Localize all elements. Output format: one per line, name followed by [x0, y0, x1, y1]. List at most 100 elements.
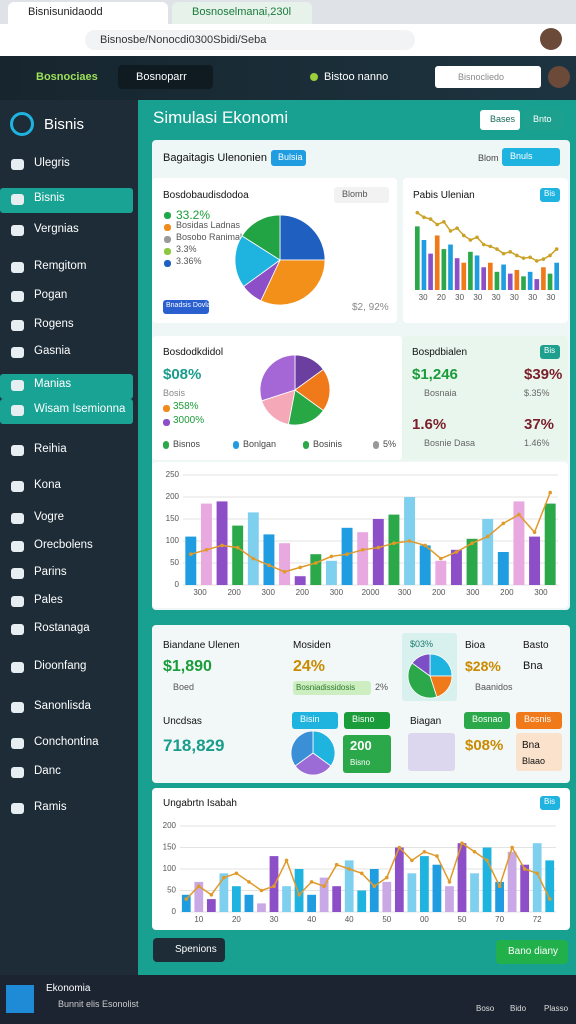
start-button[interactable]: [6, 985, 34, 1013]
user-avatar[interactable]: [548, 66, 570, 88]
legend-text: Bosinis: [313, 439, 343, 449]
nav-item[interactable]: Gasnia: [34, 345, 71, 357]
button-label[interactable]: Bnadsis Dovlad: [166, 302, 215, 309]
x-tick-label: 30: [455, 293, 464, 302]
button-label[interactable]: Bosnao: [472, 714, 503, 724]
nav-item[interactable]: Manias: [34, 378, 72, 390]
line-point: [235, 545, 240, 550]
button[interactable]: [496, 940, 568, 964]
button-label[interactable]: Bano diany: [508, 946, 559, 957]
button-label[interactable]: Bosnis: [524, 714, 552, 724]
x-tick-label: 30: [419, 293, 428, 302]
taskbar-app: Ekonomia: [46, 983, 91, 994]
kpi-note: Bisno: [350, 758, 371, 767]
bar: [461, 262, 467, 290]
button[interactable]: [292, 712, 338, 729]
bar: [420, 856, 429, 912]
nav-item[interactable]: Danc: [34, 765, 61, 777]
tab-title[interactable]: Bosnoselmanai,230l: [192, 6, 292, 18]
button-label[interactable]: Bnto: [533, 114, 552, 124]
nav-item[interactable]: Conchontina: [34, 736, 99, 748]
bar: [445, 886, 454, 912]
x-tick-label: 50: [458, 915, 467, 924]
search-box[interactable]: [435, 66, 541, 88]
y-tick-label: 200: [166, 492, 180, 501]
bar: [520, 864, 530, 912]
taskbar-icon[interactable]: Bido: [510, 1004, 527, 1013]
nav-item[interactable]: Ulegris: [34, 157, 70, 169]
nav-item[interactable]: Vogre: [34, 511, 65, 523]
button[interactable]: [502, 148, 560, 166]
bar: [541, 267, 546, 290]
bar: [319, 877, 329, 912]
button-label[interactable]: Bisno: [352, 714, 375, 724]
bar: [369, 869, 379, 912]
dropdown[interactable]: Blomb: [342, 189, 368, 199]
pie-slice: [429, 653, 453, 677]
x-tick-label: 72: [533, 915, 542, 924]
nav-item[interactable]: Reihia: [34, 443, 67, 455]
profile-avatar[interactable]: [540, 28, 562, 50]
button-label[interactable]: Spenions: [175, 944, 217, 955]
nav-item[interactable]: Pales: [34, 594, 63, 606]
nav-item[interactable]: Wisam Isemionna: [34, 403, 126, 415]
bar: [394, 847, 404, 912]
footer-value: $2, 92%: [352, 302, 389, 313]
nav-item[interactable]: Parins: [34, 566, 67, 578]
bar: [310, 554, 322, 585]
line-point: [422, 850, 427, 854]
nav-item[interactable]: Kona: [34, 479, 61, 491]
tab[interactable]: [8, 2, 168, 24]
x-tick-label: 300: [330, 588, 344, 597]
legend-text: Bisnos: [173, 439, 201, 449]
nav-item[interactable]: Orecbolens: [34, 539, 93, 551]
nav-item[interactable]: Rogens: [34, 318, 74, 330]
tab-title[interactable]: Bisnisunidaodd: [28, 6, 103, 18]
button[interactable]: [344, 712, 390, 729]
header-tab[interactable]: Bosnoparr: [136, 71, 187, 83]
row-value: 358%: [173, 401, 199, 412]
legend-text: 33.2%: [176, 208, 211, 222]
nav-item[interactable]: Bisnis: [34, 192, 65, 204]
button[interactable]: [163, 300, 209, 314]
taskbar-icon[interactable]: Plasso: [544, 1004, 569, 1013]
header-tab[interactable]: [118, 65, 213, 89]
sidebar: [0, 100, 138, 975]
button-label[interactable]: Bisin: [300, 714, 320, 724]
taskbar-icon[interactable]: Boso: [476, 1004, 495, 1013]
x-tick-label: 300: [534, 588, 548, 597]
bar: [466, 538, 478, 585]
button[interactable]: [480, 110, 520, 130]
nav-item[interactable]: Sanonlisda: [34, 700, 91, 712]
dropdown[interactable]: [334, 187, 389, 203]
search[interactable]: Bisnocliedo: [458, 72, 505, 82]
nav-item[interactable]: Vergnias: [34, 223, 79, 235]
tab[interactable]: [172, 2, 312, 24]
line-point: [334, 862, 339, 867]
nav-item[interactable]: Ramis: [34, 801, 67, 813]
url-field[interactable]: [85, 30, 415, 50]
kpi-value: $39%: [524, 366, 563, 383]
pie-slice: [407, 662, 438, 699]
nav-item[interactable]: Remgitom: [34, 260, 87, 272]
button[interactable]: [153, 938, 225, 962]
card-title: Bospdbialen: [412, 347, 468, 358]
button[interactable]: [523, 110, 563, 130]
line-point: [423, 543, 427, 548]
bar: [269, 856, 279, 912]
button-label[interactable]: Bnuls: [510, 151, 533, 161]
line: [185, 842, 551, 900]
bar: [495, 881, 504, 912]
button[interactable]: [516, 712, 562, 729]
nav-item[interactable]: Rostanaga: [34, 622, 90, 634]
button-label[interactable]: Bases: [490, 114, 516, 124]
nav-item[interactable]: Pogan: [34, 289, 68, 301]
button[interactable]: [464, 712, 510, 729]
legend-swatch: [164, 212, 171, 219]
mini-chart: [408, 733, 455, 771]
x-tick-label: 70: [495, 915, 504, 924]
bar: [514, 270, 520, 290]
filter[interactable]: Blom: [478, 153, 499, 163]
nav-item[interactable]: Dioonfang: [34, 660, 87, 672]
bar: [470, 873, 479, 912]
